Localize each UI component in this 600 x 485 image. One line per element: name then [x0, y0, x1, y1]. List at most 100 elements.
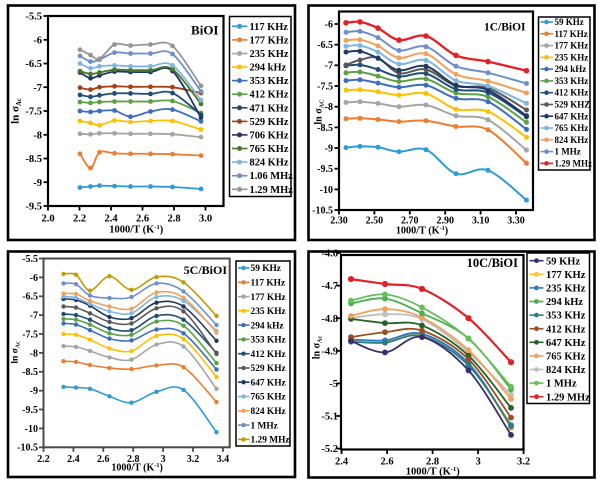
svg-text:2.6: 2.6 — [136, 214, 149, 225]
svg-text:1.06 MHz: 1.06 MHz — [250, 171, 294, 182]
svg-text:765 KHz: 765 KHz — [250, 144, 289, 155]
svg-text:3.0: 3.0 — [199, 214, 212, 225]
svg-text:-6.5: -6.5 — [25, 59, 42, 70]
svg-text:-9: -9 — [33, 178, 42, 189]
svg-text:10C/BiOI: 10C/BiOI — [467, 256, 519, 270]
svg-text:59 KHz: 59 KHz — [555, 17, 584, 27]
svg-text:117 KHz: 117 KHz — [555, 29, 588, 39]
svg-text:-8.5: -8.5 — [317, 123, 333, 134]
svg-text:-6.5: -6.5 — [317, 40, 333, 51]
svg-text:3.30: 3.30 — [507, 215, 525, 226]
svg-text:765 KHz: 765 KHz — [555, 123, 589, 133]
svg-text:2.70: 2.70 — [401, 215, 419, 226]
svg-text:-9.5: -9.5 — [22, 405, 38, 416]
svg-text:235 KHz: 235 KHz — [250, 49, 289, 60]
svg-text:-7: -7 — [325, 61, 333, 72]
svg-text:1.29 MHz: 1.29 MHz — [546, 392, 590, 403]
svg-text:1 MHz: 1 MHz — [251, 421, 278, 431]
svg-text:2.6: 2.6 — [97, 454, 110, 465]
svg-text:353 KHz: 353 KHz — [546, 311, 586, 322]
svg-text:-6: -6 — [33, 35, 42, 46]
svg-text:647 KHz: 647 KHz — [555, 111, 589, 121]
svg-text:412 KHz: 412 KHz — [251, 350, 286, 360]
svg-text:235 KHz: 235 KHz — [546, 284, 586, 295]
svg-text:177 KHz: 177 KHz — [251, 293, 286, 303]
svg-text:529 KHz: 529 KHz — [250, 117, 289, 128]
svg-text:-9: -9 — [30, 386, 38, 397]
svg-text:412 KHz: 412 KHz — [250, 90, 289, 101]
svg-text:1C/BiOI: 1C/BiOI — [484, 21, 526, 33]
svg-text:-9: -9 — [325, 143, 333, 154]
svg-text:1.29 MHz: 1.29 MHz — [555, 158, 593, 168]
svg-text:-4.9: -4.9 — [321, 346, 338, 357]
svg-text:-8: -8 — [30, 348, 38, 359]
svg-text:2.50: 2.50 — [366, 215, 384, 226]
svg-text:-9.5: -9.5 — [317, 164, 333, 175]
svg-text:2.8: 2.8 — [426, 457, 439, 468]
svg-text:412 KHz: 412 KHz — [546, 324, 586, 335]
svg-text:1.29 MHz: 1.29 MHz — [250, 185, 294, 196]
svg-text:117 KHz: 117 KHz — [251, 279, 286, 289]
svg-text:235 KHz: 235 KHz — [251, 307, 286, 317]
svg-text:235 KHz: 235 KHz — [555, 52, 589, 62]
svg-text:353 KHz: 353 KHz — [555, 76, 589, 86]
svg-text:294 kHz: 294 kHz — [555, 64, 587, 74]
svg-text:471 KHz: 471 KHz — [250, 103, 289, 114]
svg-text:-10: -10 — [25, 424, 38, 435]
svg-text:177 KHz: 177 KHz — [546, 270, 586, 281]
svg-text:706 KHz: 706 KHz — [250, 131, 289, 142]
svg-text:2.6: 2.6 — [381, 457, 394, 468]
svg-text:824 KHz: 824 KHz — [555, 135, 589, 145]
svg-text:353 KHz: 353 KHz — [251, 336, 286, 346]
svg-text:2.2: 2.2 — [73, 214, 86, 225]
svg-text:-4.8: -4.8 — [321, 314, 338, 325]
svg-text:-5.5: -5.5 — [25, 12, 42, 23]
svg-text:-6.5: -6.5 — [22, 292, 38, 303]
svg-text:59 KHz: 59 KHz — [546, 256, 580, 267]
svg-text:1000/T (K-1): 1000/T (K-1) — [406, 466, 460, 478]
svg-text:647 KHz: 647 KHz — [546, 338, 586, 349]
svg-text:529 KHz: 529 KHz — [251, 364, 286, 374]
svg-text:294 kHz: 294 kHz — [251, 321, 284, 331]
svg-text:2.30: 2.30 — [330, 215, 348, 226]
svg-text:-6: -6 — [30, 273, 38, 284]
svg-text:-4.6: -4.6 — [321, 249, 338, 260]
svg-text:-9.5: -9.5 — [25, 202, 42, 213]
svg-text:647 KHz: 647 KHz — [251, 378, 286, 388]
svg-text:1 MHz: 1 MHz — [555, 147, 581, 157]
svg-text:1000/T (K-1): 1000/T (K-1) — [396, 225, 448, 236]
svg-text:BiOI: BiOI — [191, 22, 218, 37]
svg-text:-7: -7 — [33, 83, 42, 94]
svg-text:-5: -5 — [329, 379, 338, 390]
svg-text:-8.5: -8.5 — [25, 154, 42, 165]
svg-text:2.4: 2.4 — [67, 454, 80, 465]
svg-text:2.4: 2.4 — [335, 457, 349, 468]
svg-text:ln σAc: ln σAc — [11, 341, 22, 364]
svg-text:3: 3 — [161, 454, 166, 465]
svg-text:824 KHz: 824 KHz — [546, 365, 586, 376]
svg-text:765 KHz: 765 KHz — [546, 352, 586, 363]
svg-text:3.2: 3.2 — [517, 457, 530, 468]
svg-text:-7.5: -7.5 — [317, 81, 333, 92]
svg-text:-10.5: -10.5 — [17, 443, 38, 454]
svg-text:-10.5: -10.5 — [312, 205, 333, 216]
svg-text:177 KHz: 177 KHz — [555, 41, 589, 51]
svg-text:824 KHz: 824 KHz — [251, 407, 286, 417]
svg-text:1 MHz: 1 MHz — [546, 379, 577, 390]
svg-text:2.8: 2.8 — [127, 454, 140, 465]
svg-text:529 KHZ: 529 KHZ — [555, 100, 591, 110]
svg-text:-4.7: -4.7 — [321, 281, 338, 292]
svg-text:177 KHz: 177 KHz — [250, 35, 289, 46]
svg-text:1000/T (K-1): 1000/T (K-1) — [111, 462, 162, 473]
svg-text:-10: -10 — [320, 185, 333, 196]
svg-text:-5.2: -5.2 — [321, 444, 338, 455]
svg-text:-7: -7 — [30, 311, 38, 322]
svg-text:-5.1: -5.1 — [321, 412, 338, 423]
svg-text:353 KHz: 353 KHz — [250, 76, 289, 87]
svg-text:294 kHz: 294 kHz — [546, 297, 583, 308]
svg-text:824 KHz: 824 KHz — [250, 158, 289, 169]
svg-text:-8: -8 — [325, 102, 333, 113]
svg-text:1.29 MHz: 1.29 MHz — [251, 436, 290, 446]
svg-text:-7.5: -7.5 — [22, 329, 38, 340]
svg-text:-5.5: -5.5 — [22, 254, 38, 265]
